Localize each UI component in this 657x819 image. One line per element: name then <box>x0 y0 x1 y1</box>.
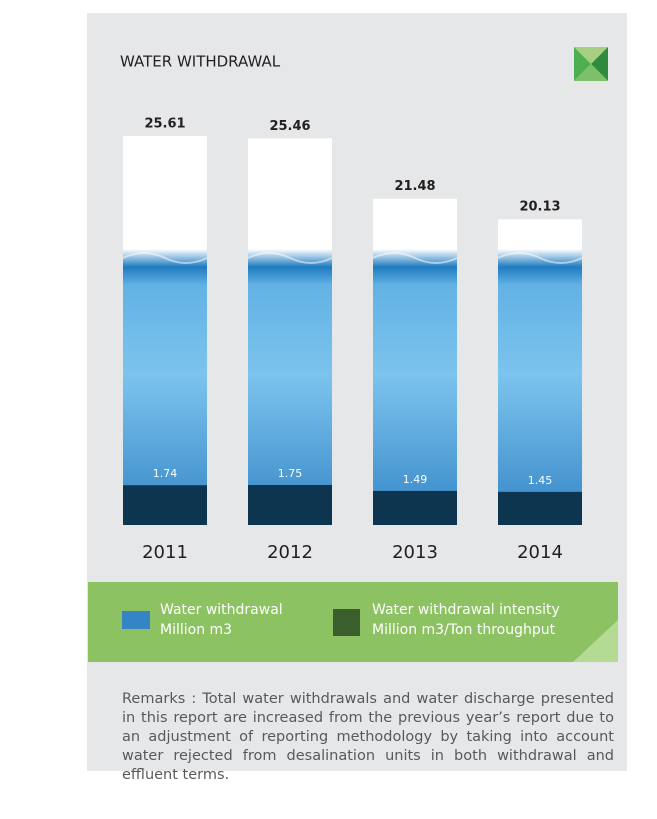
wave <box>497 252 583 264</box>
x-tick-label: 2014 <box>517 542 563 563</box>
legend-swatch <box>333 609 360 636</box>
legend-fold <box>573 620 618 662</box>
x-tick-label: 2012 <box>267 542 313 563</box>
value-label: 21.48 <box>394 179 435 194</box>
intensity-bar <box>498 491 582 525</box>
intensity-label: 1.49 <box>403 473 428 486</box>
bar <box>123 136 207 525</box>
value-label: 25.61 <box>144 117 185 132</box>
wave <box>122 252 208 264</box>
x-tick-label: 2011 <box>142 542 188 563</box>
bar <box>248 138 332 525</box>
intensity-bar <box>373 490 457 525</box>
x-tick-label: 2013 <box>392 542 438 563</box>
intensity-label: 1.75 <box>278 467 303 480</box>
logo <box>574 47 608 81</box>
intensity-bar <box>248 485 332 525</box>
bar <box>498 219 582 525</box>
intensity-bar <box>123 485 207 525</box>
legend-label: Water withdrawal <box>160 602 283 618</box>
legend-unit: Million m3 <box>160 622 232 638</box>
wave <box>372 252 458 264</box>
wave <box>247 252 333 264</box>
remarks: Remarks : Total water withdrawals and wa… <box>122 691 614 783</box>
legend-unit: Million m3/Ton throughput <box>372 622 556 638</box>
legend-label: Water withdrawal intensity <box>372 602 560 618</box>
intensity-label: 1.45 <box>528 474 553 487</box>
chart-title: WATER WITHDRAWAL <box>120 53 281 71</box>
value-label: 25.46 <box>269 119 310 134</box>
legend-swatch <box>122 611 150 629</box>
intensity-label: 1.74 <box>153 467 178 480</box>
value-label: 20.13 <box>519 200 560 215</box>
